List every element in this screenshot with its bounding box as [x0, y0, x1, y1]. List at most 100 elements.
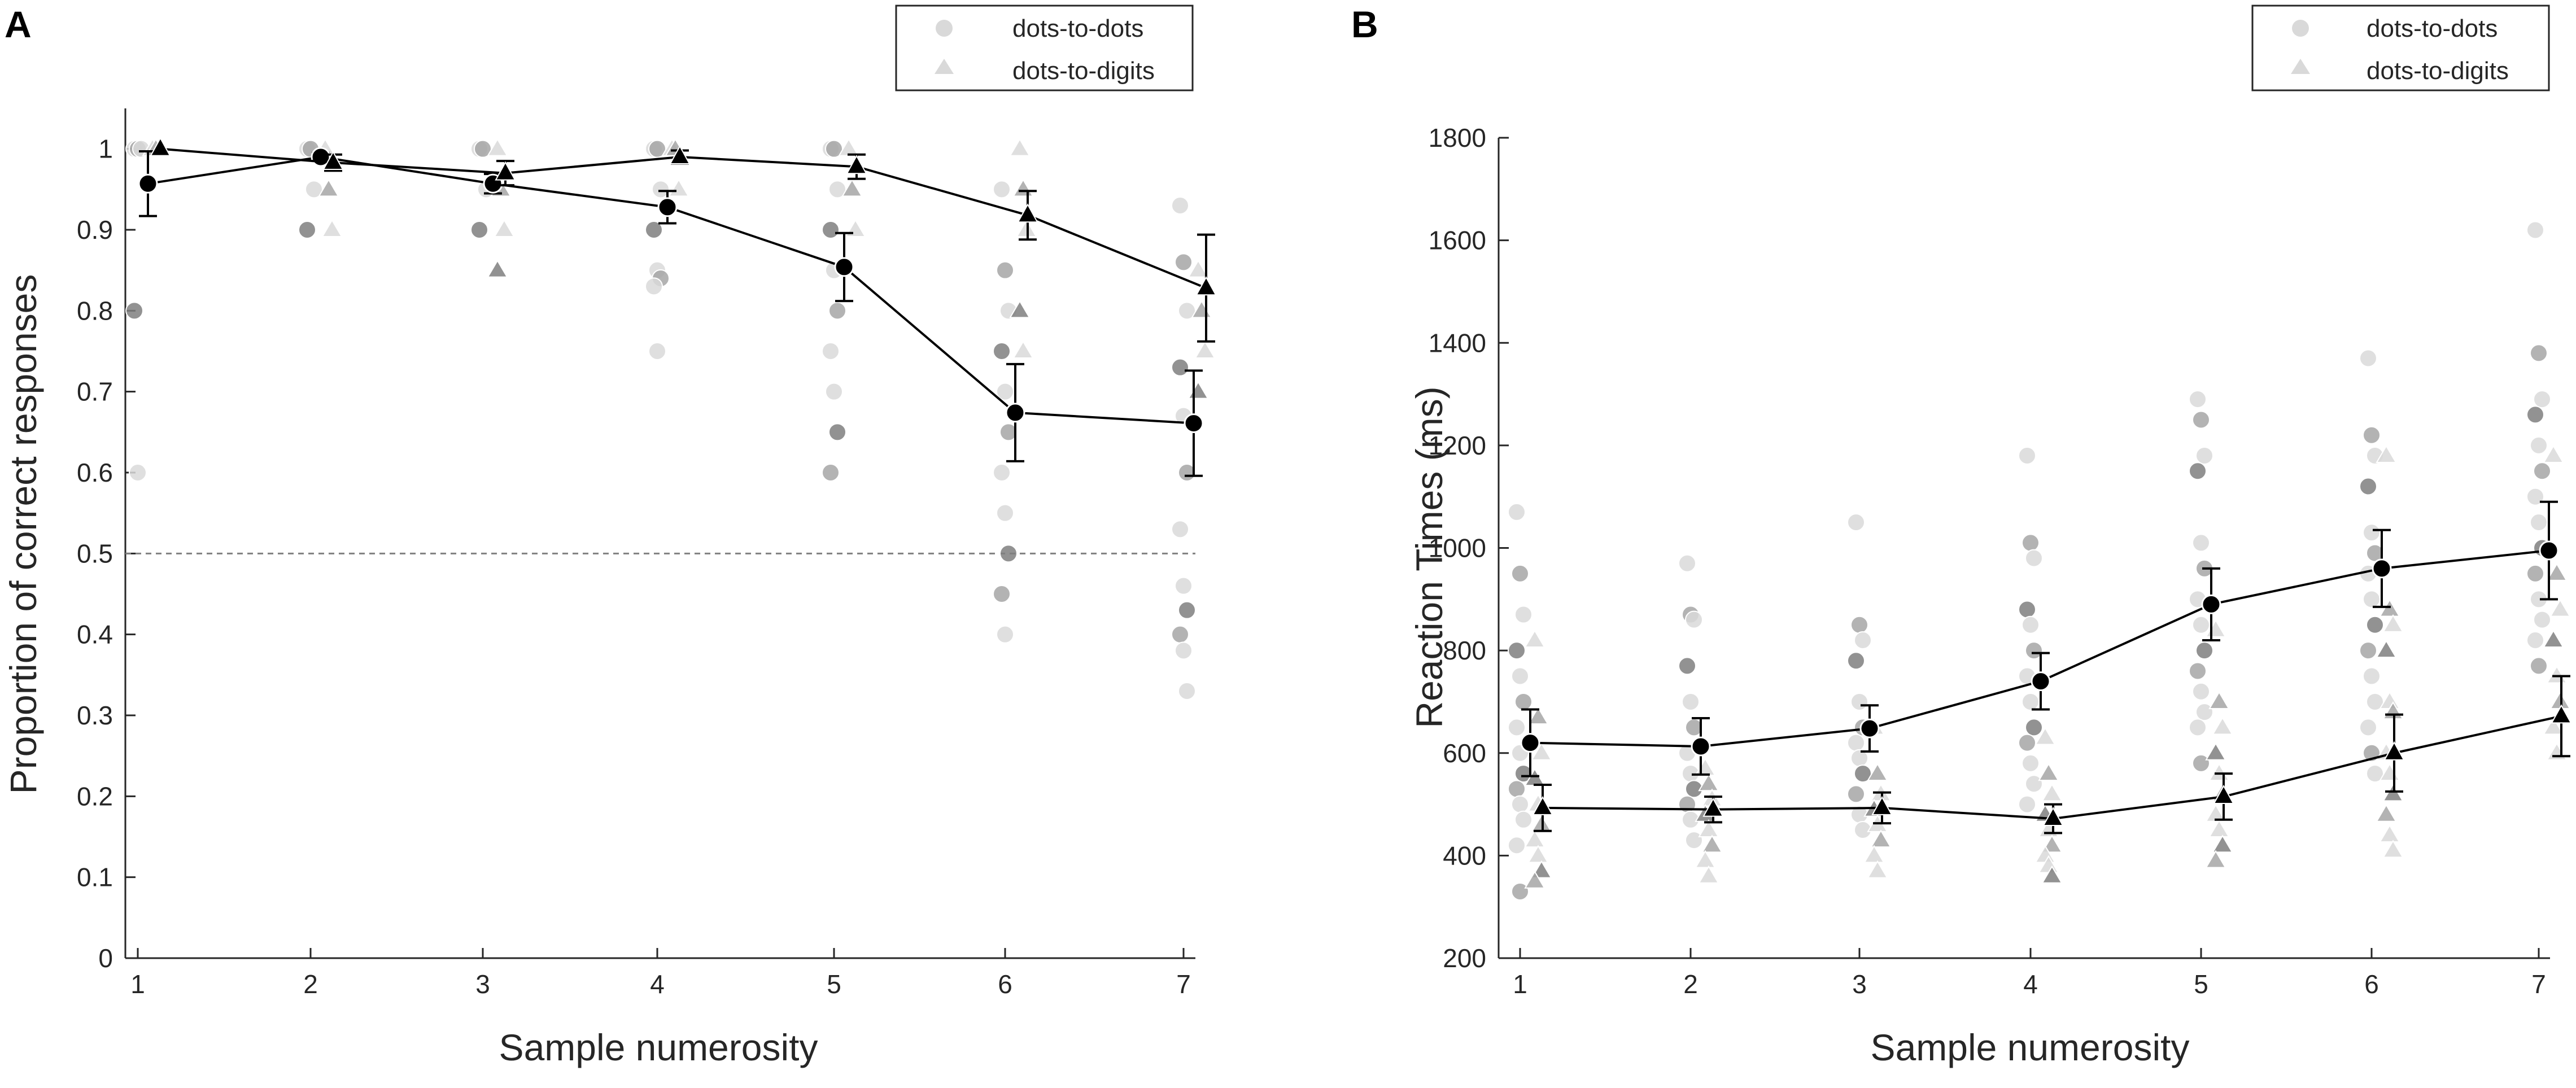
pb-individual-point: [2025, 641, 2043, 660]
pb-individual-point: [2018, 795, 2036, 814]
pa-y-tick-label: 1: [98, 134, 113, 164]
pa-individual-point: [125, 302, 143, 320]
pa-individual-point: [1178, 682, 1196, 700]
pb-mean-point-dots-to-digits: [2213, 784, 2234, 804]
pb-individual-point: [2195, 703, 2213, 722]
pa-y-tick-label: 0.7: [77, 377, 113, 407]
pb-individual-triangle: [1527, 845, 1549, 863]
pa-individual-point: [648, 342, 666, 360]
pa-individual-point: [996, 504, 1014, 522]
pa-x-tick-label: 6: [998, 969, 1012, 999]
pa-individual-point: [645, 277, 663, 296]
pb-y-tick-label: 1600: [1429, 226, 1486, 255]
pb-individual-triangle: [1870, 829, 1892, 848]
pa-mean-point-dots-to-dots: [834, 257, 854, 277]
pa-individual-triangle: [487, 138, 508, 156]
pb-y-tick-label: 800: [1443, 636, 1486, 665]
pb-individual-point: [2189, 662, 2207, 680]
pb-mean-point-dots-to-digits: [2383, 741, 2405, 761]
pa-x-tick-label: 3: [475, 969, 490, 999]
pb-individual-triangle: [2376, 803, 2397, 822]
panel-a-letter: A: [5, 3, 32, 45]
pb-mean-point-dots-to-dots: [2372, 558, 2392, 579]
pb-individual-triangle: [2205, 850, 2226, 868]
pa-individual-point: [828, 423, 846, 442]
pa-series-line-dots-to-digits: [160, 147, 1207, 290]
pa-individual-point: [129, 464, 147, 482]
pa-individual-point: [1175, 641, 1193, 660]
pb-individual-point: [1847, 513, 1865, 532]
pb-individual-point: [2018, 733, 2036, 752]
pb-individual-point: [2189, 390, 2207, 409]
pb-individual-point: [2192, 682, 2210, 701]
pb-mean-point-dots-to-digits: [2042, 806, 2064, 826]
pb-mean-point-dots-to-digits: [1871, 796, 1893, 815]
pa-individual-triangle: [487, 259, 508, 278]
pb-individual-point: [1511, 882, 1529, 901]
pb-individual-point: [2021, 615, 2040, 634]
pb-individual-point: [2526, 405, 2544, 424]
pb-individual-point: [2363, 523, 2381, 542]
pa-mean-point-dots-to-dots: [657, 197, 678, 217]
pb-y-tick-label: 1400: [1429, 328, 1486, 357]
pb-individual-point: [2025, 775, 2043, 793]
panel-b-legend-box: [2251, 5, 2550, 91]
pb-individual-point: [2363, 426, 2381, 444]
pb-individual-triangle: [1867, 763, 1888, 781]
pb-individual-point: [2366, 615, 2384, 634]
pb-individual-triangle: [2205, 803, 2226, 822]
pb-individual-point: [1511, 564, 1529, 583]
pa-x-tick-label: 1: [130, 969, 145, 999]
panel-a-x-axis-label: Sample numerosity: [499, 1026, 818, 1068]
pb-individual-triangle: [1698, 773, 1719, 792]
pa-mean-point-dots-to-digits: [495, 161, 516, 181]
pb-individual-point: [1847, 652, 1865, 670]
pa-individual-triangle: [1187, 381, 1209, 399]
pb-individual-point: [2526, 487, 2544, 506]
pb-individual-point: [1850, 615, 1868, 634]
pb-x-tick-label: 3: [1852, 969, 1867, 999]
pb-individual-point: [2189, 718, 2207, 737]
pa-individual-point: [1171, 358, 1189, 377]
pb-individual-point: [1511, 795, 1529, 814]
pb-individual-point: [1514, 692, 1532, 711]
pa-x-tick-label: 5: [827, 969, 841, 999]
pa-mean-point-dots-to-digits: [1195, 276, 1217, 296]
pa-individual-point: [298, 221, 316, 239]
pa-individual-point: [1171, 520, 1189, 539]
pa-individual-point: [999, 544, 1018, 563]
pa-y-tick-label: 0.4: [77, 620, 113, 649]
pb-individual-point: [1847, 785, 1865, 803]
pb-mean-point-dots-to-dots: [1520, 733, 1540, 753]
pb-individual-point: [2025, 549, 2043, 567]
pa-individual-triangle: [1012, 178, 1034, 197]
pb-individual-triangle: [2205, 742, 2226, 761]
pb-y-tick-label: 600: [1443, 739, 1486, 768]
pb-individual-point: [2192, 410, 2210, 429]
panel-a-legend-box: [895, 5, 1194, 91]
pb-individual-point: [2530, 657, 2548, 675]
pb-individual-point: [1508, 503, 1526, 521]
pa-mean-point-dots-to-digits: [150, 137, 171, 156]
pb-individual-triangle: [2208, 691, 2230, 709]
pa-individual-point: [999, 423, 1018, 442]
pa-individual-point: [822, 464, 840, 482]
panel-b: B 200 400 600 800 1000 1200 1400 1600 1800 1 2 3 4 5 6…: [1351, 3, 2572, 1068]
pa-y-tick-label: 0.9: [77, 215, 113, 244]
pa-individual-triangle: [668, 178, 689, 197]
pb-individual-triangle: [1863, 845, 1885, 863]
pa-x-tick-label: 2: [303, 969, 318, 999]
pb-individual-point: [1514, 605, 1532, 624]
pa-y-tick-label: 0.8: [77, 296, 113, 325]
panel-a-legend-triangle-marker: [935, 59, 954, 74]
pa-individual-point: [1171, 196, 1189, 215]
pa-individual-point: [996, 625, 1014, 644]
pb-individual-point: [2021, 754, 2040, 772]
pb-individual-point: [1508, 836, 1526, 855]
pb-mean-point-dots-to-digits: [1532, 796, 1553, 815]
panel-b-plot: 200 400 600 800 1000 1200 1400 1600 1800 1 2 3 4 5 6 7: [1429, 123, 2572, 999]
pb-individual-triangle: [1867, 860, 1888, 879]
pb-individual-point: [2526, 631, 2544, 649]
pa-y-tick-label: 0.3: [77, 701, 113, 730]
